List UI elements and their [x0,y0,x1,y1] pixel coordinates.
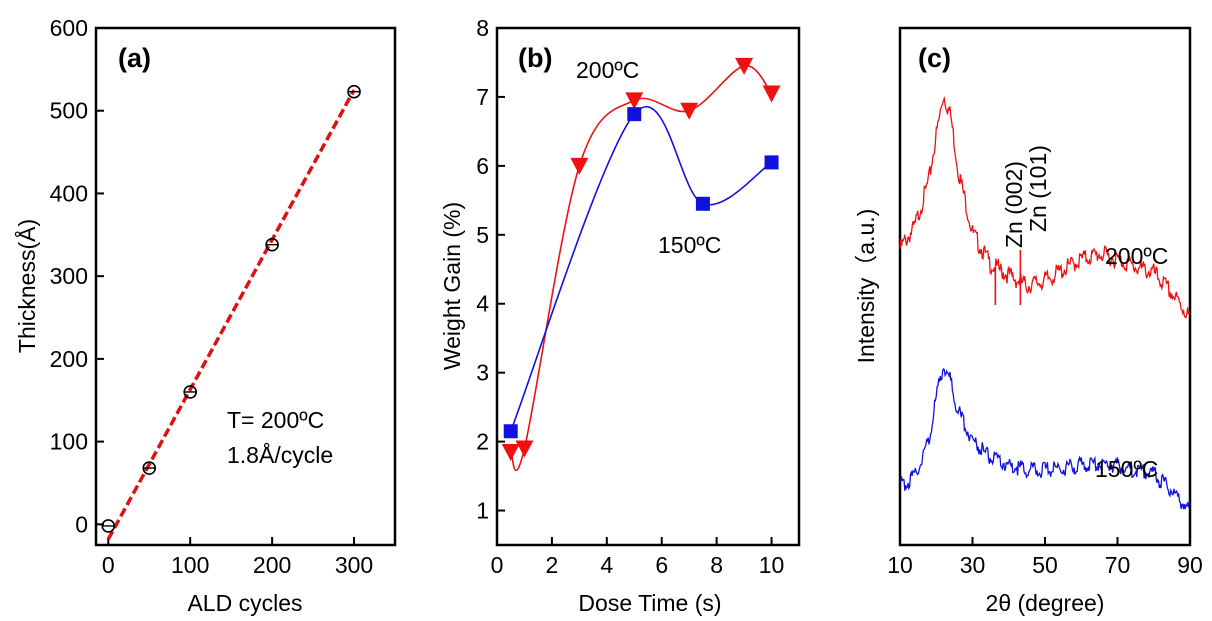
panel-b-y-tick-label: 4 [476,291,489,317]
panel-b-x-label: Dose Time (s) [578,590,721,616]
panel-b-series-line-150c [509,105,772,432]
panel-c-peak-label-101: Zn (101) [1025,145,1051,232]
panel-a-frame [94,26,397,547]
panel-a-x-tick-label: 0 [102,552,115,578]
panel-b-marker-200c [735,57,754,75]
panel-a-ticks: 0 100 200 300 0 100 200 300 400 500 600 [50,15,374,578]
panel-b-marker-200c [680,102,699,120]
panel-a-y-tick-label: 100 [50,429,88,455]
panel-a: 0 100 200 300 0 100 200 300 400 500 600 (a) T= 200… [13,15,397,616]
panel-a-y-tick-label: 0 [75,511,88,537]
panel-b-x-tick-label: 2 [546,552,559,578]
panel-b-marker-150c [503,424,518,439]
panel-b-tag: (b) [518,43,552,73]
panel-b-y-tick-label: 5 [476,222,489,248]
panel-a-y-label: Thickness(Å) [13,219,40,353]
panel-b-y-label: Weight Gain (%) [439,202,465,370]
panel-b-x-tick-label: 10 [759,552,785,578]
panel-c-pattern-150c [899,367,1191,510]
panel-c-x-tick-label: 30 [960,552,986,578]
panel-b-frame [495,26,801,547]
panel-b-marker-200c [501,443,520,461]
panel-c: 10 30 50 70 90 (c) Zn (002) Zn (101) 200ºC 1… [853,26,1203,616]
panel-a-fit-line [106,89,356,541]
panel-c-label-200c: 200ºC [1105,243,1168,269]
panel-b-marker-200c [570,157,589,175]
panel-a-x-tick-label: 200 [253,552,291,578]
panel-c-x-tick-label: 70 [1105,552,1131,578]
panel-a-y-tick-label: 200 [50,346,88,372]
panel-c-tag: (c) [918,43,951,73]
panel-b-marker-150c [695,196,710,211]
panel-b-marker-150c [627,107,642,122]
panel-a-x-label: ALD cycles [187,590,302,616]
panel-b-label-150c: 150ºC [658,232,721,258]
panel-c-x-tick-label: 10 [887,552,913,578]
panel-a-annotation-rate: 1.8Å/cycle [227,441,333,468]
panel-b-plot [501,57,781,471]
panel-a-y-tick-label: 400 [50,180,88,206]
panel-a-x-tick-label: 300 [335,552,373,578]
panel-a-y-tick-label: 300 [50,263,88,289]
panel-b-marker-200c [625,92,644,110]
panel-b-marker-200c [762,85,781,103]
panel-c-x-tick-label: 90 [1177,552,1203,578]
panel-b-y-tick-label: 6 [476,153,489,179]
panel-b-marker-200c [515,440,534,458]
panel-b-x-tick-label: 4 [600,552,613,578]
panel-b-marker-150c [764,155,779,170]
panel-a-x-tick-label: 100 [171,552,209,578]
panel-c-x-label: 2θ (degree) [986,590,1105,616]
panel-c-x-tick-label: 50 [1032,552,1058,578]
panel-c-plot [899,95,1191,510]
panel-a-annotation-temp: T= 200ºC [227,407,324,433]
panel-b-x-tick-label: 0 [491,552,504,578]
panel-b-y-tick-label: 2 [476,429,489,455]
panel-c-peak-label-002: Zn (002) [1001,161,1027,248]
panel-b-y-tick-label: 8 [476,15,489,41]
panel-b-y-tick-label: 7 [476,84,489,110]
panel-a-plot [101,84,361,541]
panel-b-x-tick-label: 8 [710,552,723,578]
panel-b-series-line-200c [509,65,773,471]
panel-c-pattern-200c [899,95,1191,319]
panel-a-y-tick-label: 500 [50,98,88,124]
panel-b-x-tick-label: 6 [655,552,668,578]
panel-c-ticks: 10 30 50 70 90 [887,537,1203,578]
panel-b-label-200c: 200ºC [576,57,639,83]
panel-a-y-tick-label: 600 [50,15,88,41]
panel-a-tag: (a) [118,43,151,73]
panel-b-y-tick-label: 1 [476,498,489,524]
panel-b-y-tick-label: 3 [476,360,489,386]
panel-c-y-label: Intensity（a.u.) [853,209,879,364]
panel-c-label-150c: 150ºC [1095,456,1158,482]
